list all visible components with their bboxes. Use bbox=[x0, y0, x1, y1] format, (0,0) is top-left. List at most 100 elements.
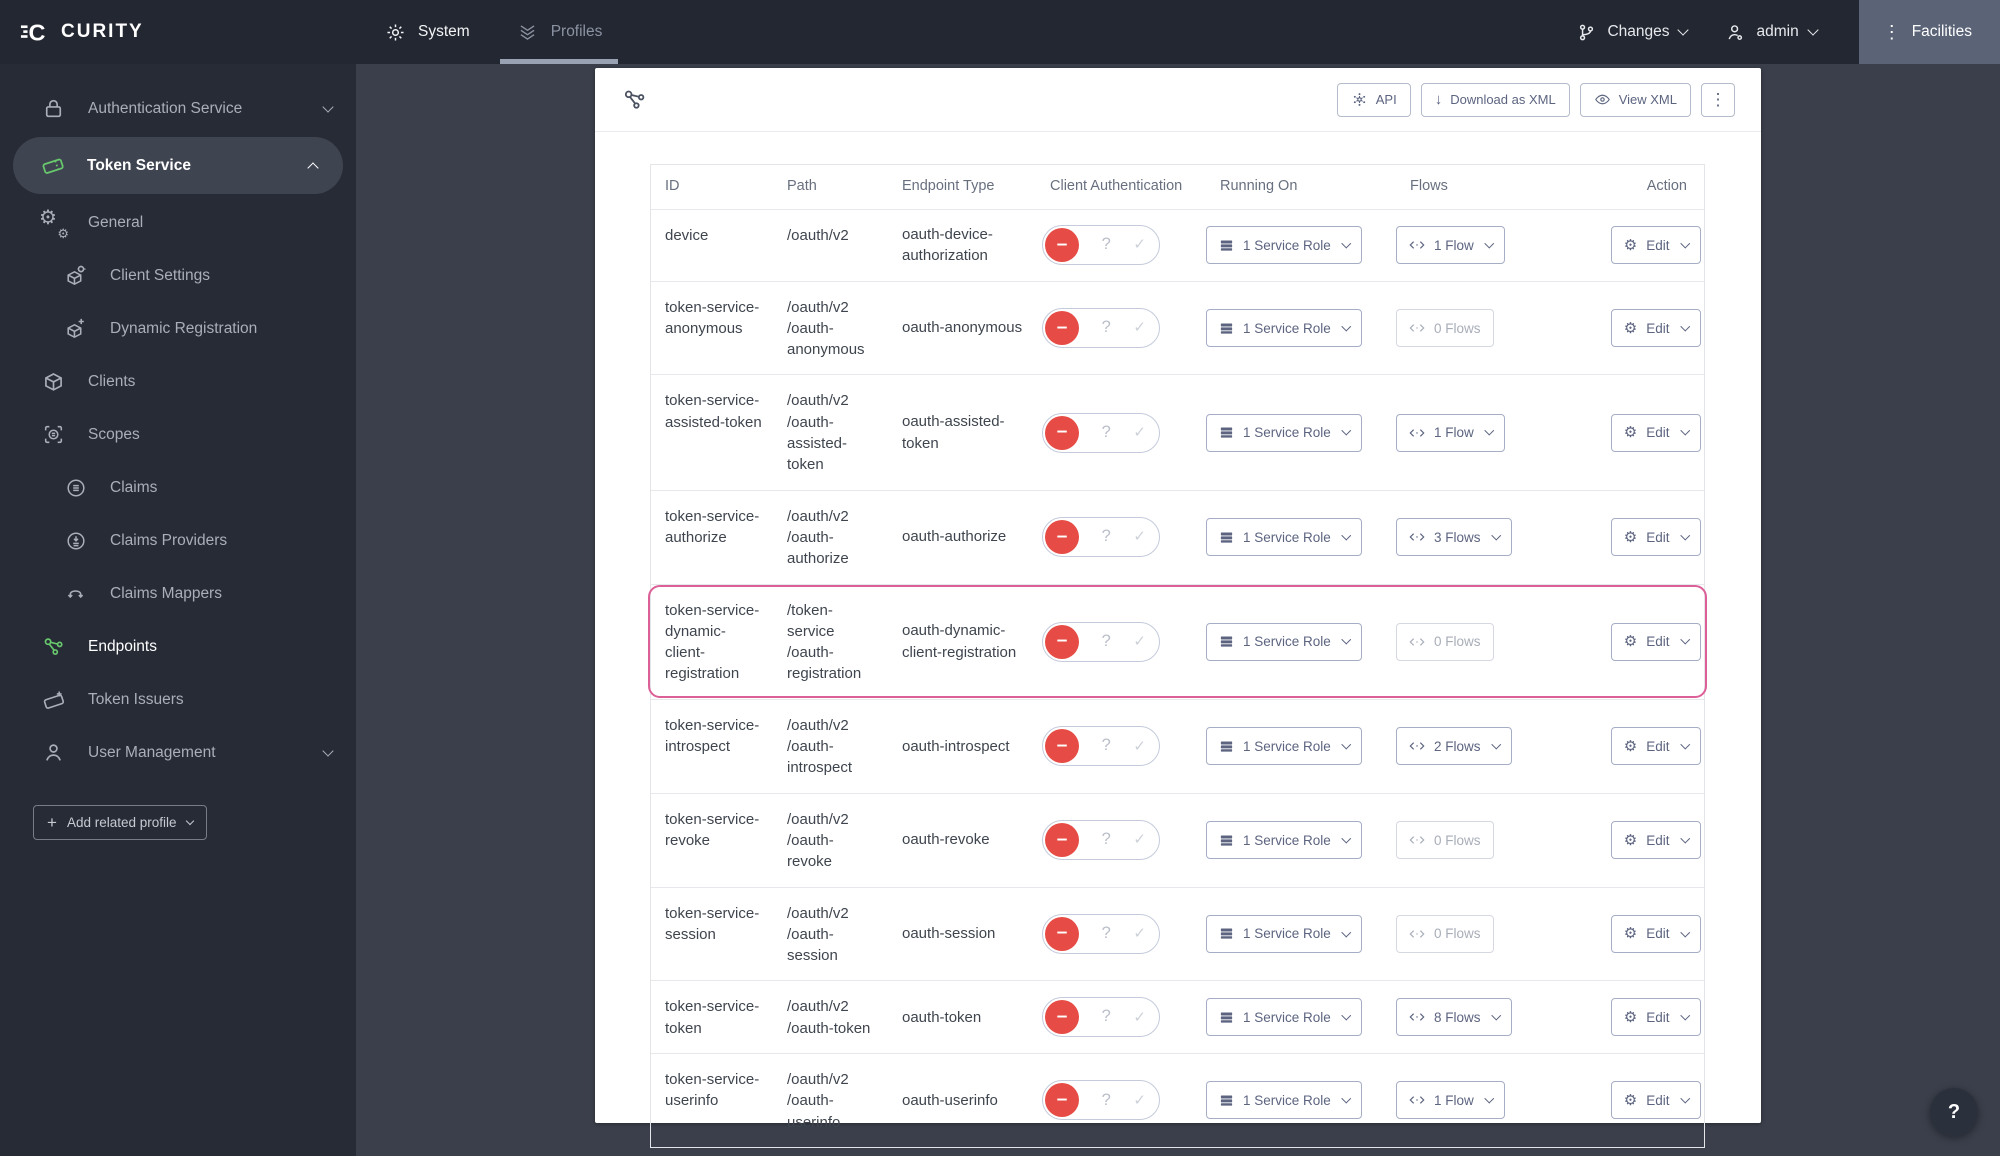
edit-button[interactable]: ⚙ Edit bbox=[1610, 998, 1701, 1037]
allow-icon[interactable]: ✓ bbox=[1133, 831, 1146, 849]
sidebar-item-general[interactable]: ⚙ ⚙ General bbox=[0, 196, 356, 249]
service-role-button[interactable]: 1 Service Role bbox=[1206, 821, 1363, 860]
endpoint-path: ​/oauth​/v2​/oauth-anonymous bbox=[787, 298, 865, 359]
unknown-icon[interactable]: ? bbox=[1101, 830, 1111, 849]
deny-icon[interactable]: – bbox=[1045, 311, 1079, 345]
client-auth-toggle[interactable]: – ? ✓ bbox=[1042, 913, 1160, 954]
service-role-button[interactable]: 1 Service Role bbox=[1206, 998, 1363, 1037]
client-auth-toggle[interactable]: – ? ✓ bbox=[1042, 820, 1160, 861]
service-role-button[interactable]: 1 Service Role bbox=[1206, 727, 1363, 766]
api-button[interactable]: API bbox=[1336, 82, 1411, 117]
download-xml-button[interactable]: ↓ Download as XML bbox=[1420, 82, 1570, 117]
service-role-button[interactable]: 1 Service Role bbox=[1206, 309, 1363, 347]
sidebar-item-claims[interactable]: Claims bbox=[0, 461, 356, 514]
sidebar-item-claims-providers[interactable]: Claims Providers bbox=[0, 514, 356, 567]
sidebar-item-endpoints[interactable]: Endpoints bbox=[0, 620, 356, 673]
edit-button[interactable]: ⚙ Edit bbox=[1610, 413, 1701, 452]
flows-button[interactable]: 8 Flows bbox=[1396, 998, 1513, 1037]
client-auth-toggle[interactable]: – ? ✓ bbox=[1042, 1080, 1160, 1121]
endpoint-type: oauth-authorize bbox=[902, 528, 1007, 546]
deny-icon[interactable]: – bbox=[1045, 228, 1079, 263]
allow-icon[interactable]: ✓ bbox=[1133, 925, 1146, 943]
service-role-button[interactable]: 1 Service Role bbox=[1206, 413, 1363, 452]
add-related-profile-button[interactable]: + Add related profile bbox=[33, 805, 207, 840]
unknown-icon[interactable]: ? bbox=[1101, 924, 1111, 943]
edit-button[interactable]: ⚙ Edit bbox=[1610, 727, 1701, 766]
deny-icon[interactable]: – bbox=[1045, 729, 1079, 764]
service-role-button[interactable]: 1 Service Role bbox=[1206, 518, 1363, 557]
edit-button[interactable]: ⚙ Edit bbox=[1610, 622, 1701, 661]
allow-icon[interactable]: ✓ bbox=[1133, 528, 1146, 546]
facilities-button[interactable]: ⋮ Facilities bbox=[1858, 0, 2000, 64]
sidebar-item-authentication-service[interactable]: Authentication Service bbox=[0, 82, 356, 135]
client-auth-toggle[interactable]: – ? ✓ bbox=[1042, 308, 1160, 348]
edit-button[interactable]: ⚙ Edit bbox=[1610, 821, 1701, 860]
curity-logo[interactable]: C CURITY bbox=[20, 0, 144, 64]
deny-icon[interactable]: – bbox=[1045, 1000, 1079, 1035]
deny-icon[interactable]: – bbox=[1045, 520, 1079, 555]
allow-icon[interactable]: ✓ bbox=[1133, 236, 1146, 254]
unknown-icon[interactable]: ? bbox=[1101, 1007, 1111, 1026]
unknown-icon[interactable]: ? bbox=[1101, 631, 1111, 650]
deny-icon[interactable]: – bbox=[1045, 916, 1079, 951]
service-role-button[interactable]: 1 Service Role bbox=[1206, 914, 1363, 953]
edit-button[interactable]: ⚙ Edit bbox=[1610, 226, 1701, 265]
sidebar-item-client-settings[interactable]: Client Settings bbox=[0, 249, 356, 302]
endpoint-path: ​/oauth​/v2​/oauth-token bbox=[787, 998, 871, 1037]
flows-button[interactable]: 0 Flows bbox=[1396, 914, 1494, 953]
flows-button[interactable]: 0 Flows bbox=[1396, 622, 1494, 661]
client-auth-toggle[interactable]: – ? ✓ bbox=[1042, 997, 1160, 1038]
flows-button[interactable]: 1 Flow bbox=[1396, 413, 1506, 452]
view-xml-button[interactable]: View XML bbox=[1579, 82, 1691, 117]
client-auth-toggle[interactable]: – ? ✓ bbox=[1042, 726, 1160, 767]
edit-button[interactable]: ⚙ Edit bbox=[1610, 1081, 1701, 1120]
more-options-button[interactable]: ⋮ bbox=[1701, 82, 1735, 117]
sidebar-item-user-management[interactable]: User Management bbox=[0, 726, 356, 779]
help-button[interactable]: ? bbox=[1930, 1088, 1978, 1136]
flows-button[interactable]: 1 Flow bbox=[1396, 1081, 1506, 1120]
client-auth-toggle[interactable]: – ? ✓ bbox=[1042, 412, 1160, 453]
unknown-icon[interactable]: ? bbox=[1101, 527, 1111, 546]
sidebar-item-clients[interactable]: Clients bbox=[0, 355, 356, 408]
client-auth-toggle[interactable]: – ? ✓ bbox=[1042, 517, 1160, 558]
tab-profiles[interactable]: Profiles bbox=[499, 0, 619, 64]
allow-icon[interactable]: ✓ bbox=[1133, 423, 1146, 441]
service-role-button[interactable]: 1 Service Role bbox=[1206, 226, 1363, 265]
unknown-icon[interactable]: ? bbox=[1101, 736, 1111, 755]
deny-icon[interactable]: – bbox=[1045, 823, 1079, 858]
edit-button[interactable]: ⚙ Edit bbox=[1610, 309, 1701, 347]
unknown-icon[interactable]: ? bbox=[1101, 1090, 1111, 1109]
allow-icon[interactable]: ✓ bbox=[1133, 319, 1146, 337]
flows-button[interactable]: 2 Flows bbox=[1396, 727, 1513, 766]
service-role-button[interactable]: 1 Service Role bbox=[1206, 1081, 1363, 1120]
deny-icon[interactable]: – bbox=[1045, 624, 1079, 659]
flows-button[interactable]: 1 Flow bbox=[1396, 226, 1506, 265]
deny-icon[interactable]: – bbox=[1045, 415, 1079, 450]
sidebar-item-token-service[interactable]: Token Service bbox=[13, 137, 343, 194]
unknown-icon[interactable]: ? bbox=[1101, 235, 1111, 254]
allow-icon[interactable]: ✓ bbox=[1133, 632, 1146, 650]
server-icon bbox=[1219, 425, 1234, 440]
flows-button[interactable]: 0 Flows bbox=[1396, 821, 1494, 860]
edit-button[interactable]: ⚙ Edit bbox=[1610, 518, 1701, 557]
edit-button[interactable]: ⚙ Edit bbox=[1610, 914, 1701, 953]
sidebar-item-scopes[interactable]: Scopes bbox=[0, 408, 356, 461]
allow-icon[interactable]: ✓ bbox=[1133, 1091, 1146, 1109]
sidebar-item-dynamic-registration[interactable]: Dynamic Registration bbox=[0, 302, 356, 355]
deny-icon[interactable]: – bbox=[1045, 1083, 1079, 1118]
service-role-button[interactable]: 1 Service Role bbox=[1206, 622, 1363, 661]
changes-menu[interactable]: Changes bbox=[1576, 22, 1690, 43]
unknown-icon[interactable]: ? bbox=[1101, 422, 1111, 441]
sidebar-item-claims-mappers[interactable]: Claims Mappers bbox=[0, 567, 356, 620]
client-auth-toggle[interactable]: – ? ✓ bbox=[1042, 225, 1160, 266]
flows-button[interactable]: 0 Flows bbox=[1396, 309, 1494, 347]
admin-menu[interactable]: admin bbox=[1725, 22, 1819, 43]
allow-icon[interactable]: ✓ bbox=[1133, 737, 1146, 755]
sidebar-item-token-issuers[interactable]: Token Issuers bbox=[0, 673, 356, 726]
flows-button[interactable]: 3 Flows bbox=[1396, 518, 1513, 557]
tab-system[interactable]: System bbox=[385, 0, 470, 64]
unknown-icon[interactable]: ? bbox=[1101, 318, 1111, 337]
client-auth-toggle[interactable]: – ? ✓ bbox=[1042, 621, 1160, 662]
allow-icon[interactable]: ✓ bbox=[1133, 1008, 1146, 1026]
endpoint-id: token-service-token bbox=[665, 998, 760, 1037]
